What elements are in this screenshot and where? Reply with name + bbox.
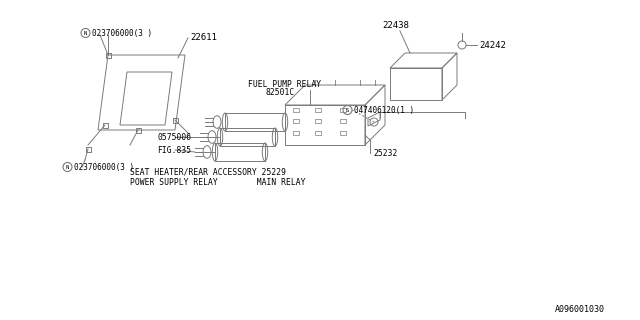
Text: FIG.835: FIG.835 [157,146,191,155]
Bar [173,117,177,123]
Bar [215,143,265,161]
Bar [220,128,275,146]
Text: 0575006: 0575006 [157,132,191,141]
Text: 023706000(3 ): 023706000(3 ) [74,163,134,172]
Bar [293,108,299,112]
Text: 25232: 25232 [373,148,397,157]
Text: 24242: 24242 [479,41,506,50]
Bar [315,108,321,112]
Bar [293,131,299,135]
Bar [106,52,111,58]
Bar [315,119,321,123]
Bar [136,127,141,132]
Text: POWER SUPPLY RELAY        MAIN RELAY: POWER SUPPLY RELAY MAIN RELAY [130,178,305,187]
Text: 82501C: 82501C [265,87,294,97]
Bar [340,119,346,123]
Bar [86,147,90,151]
Bar [293,119,299,123]
Bar [102,123,108,127]
Text: FUEL PUMP RELAY: FUEL PUMP RELAY [248,79,321,89]
Text: N: N [84,30,87,36]
Bar [340,108,346,112]
Text: A096001030: A096001030 [555,306,605,315]
Text: 22611: 22611 [190,33,217,42]
Bar [315,131,321,135]
Text: N: N [66,164,69,170]
Text: 22438: 22438 [382,20,409,29]
Text: 023706000(3 ): 023706000(3 ) [92,28,152,37]
Text: 047406120(1 ): 047406120(1 ) [354,106,414,115]
Text: S: S [346,108,349,113]
Bar [340,131,346,135]
Text: SEAT HEATER/REAR ACCESSORY 25229: SEAT HEATER/REAR ACCESSORY 25229 [130,167,286,177]
Bar [225,113,285,131]
